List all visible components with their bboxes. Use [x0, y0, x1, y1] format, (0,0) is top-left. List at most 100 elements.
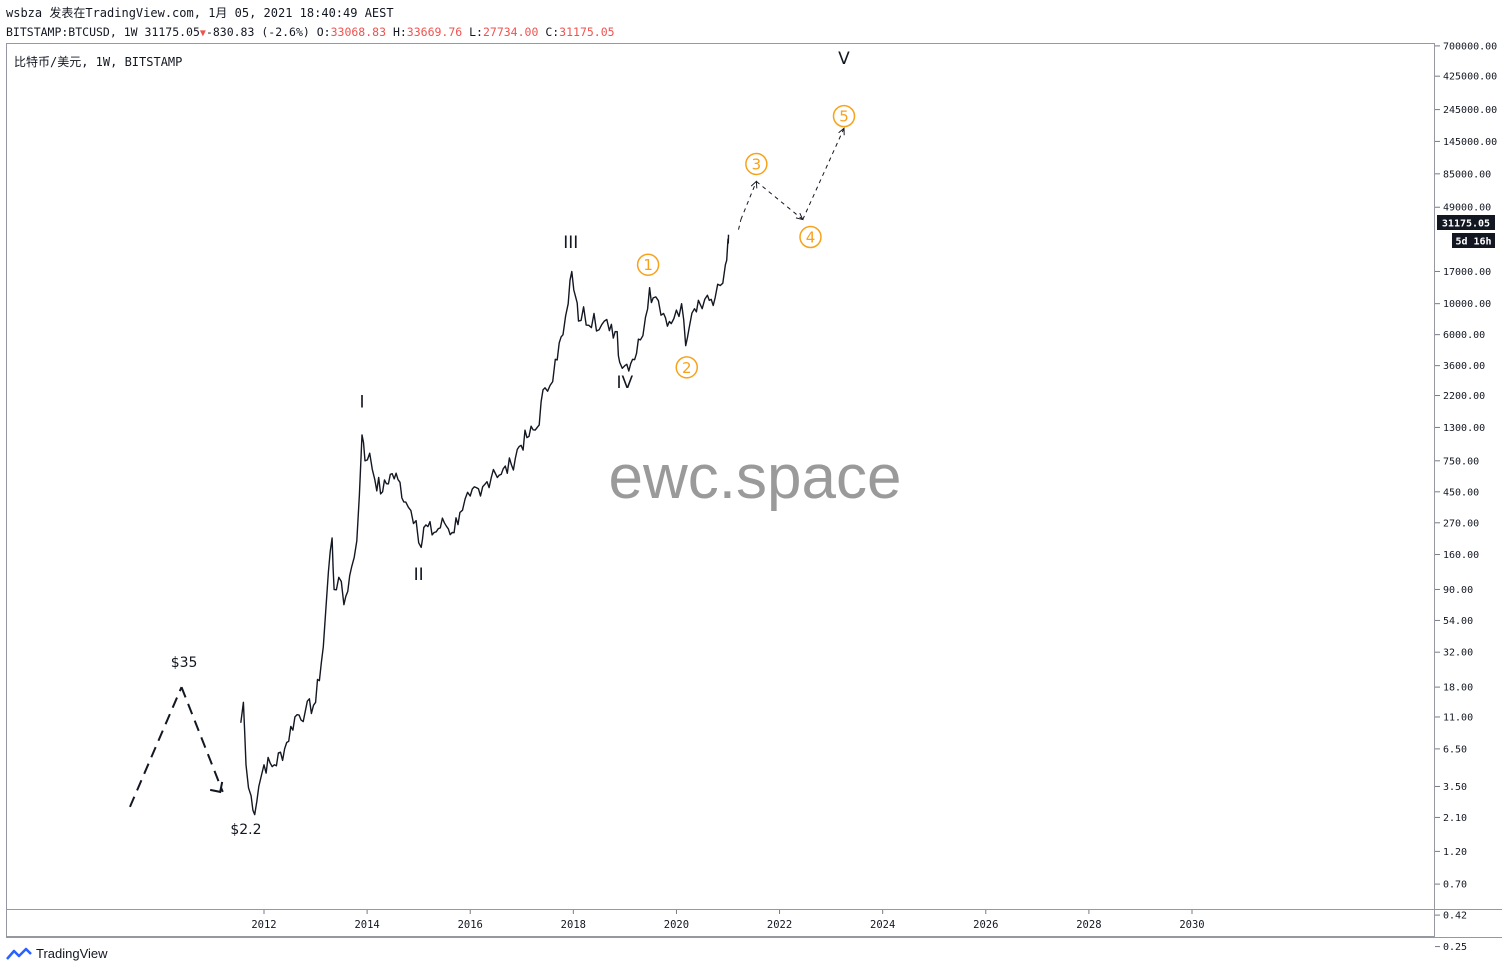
- wave-circle-1: 1: [636, 253, 660, 276]
- pane-title: 比特币/美元, 1W, BITSTAMP: [14, 54, 182, 69]
- projection-path: [129, 127, 845, 808]
- last-price-badge-text: 31175.05: [1442, 219, 1490, 230]
- price-axis[interactable]: 700000.00 425000.00 245000.00 145000.00 8500…: [1435, 41, 1497, 953]
- wave-label-I: I: [359, 393, 364, 413]
- price-tick-label: 0.25: [1443, 942, 1467, 953]
- last-price: 31175.05: [144, 25, 200, 39]
- price-tick-label: 0.70: [1443, 880, 1467, 891]
- wave-circle-4: 4: [799, 225, 822, 249]
- price-tick-label: 85000.00: [1443, 169, 1491, 180]
- projection-arrowhead: [838, 127, 845, 136]
- orange-wave-number: 4: [806, 229, 816, 247]
- tradingview-footer[interactable]: TradingView: [6, 946, 108, 961]
- time-tick-label: 2020: [664, 919, 689, 931]
- price-tick-label: 6000.00: [1443, 330, 1485, 341]
- price-tick-label: 450.00: [1443, 487, 1479, 498]
- time-tick-label: 2026: [973, 919, 998, 931]
- price-tick-label: 3600.00: [1443, 361, 1485, 372]
- pre-history-arrowhead: [209, 781, 224, 794]
- high-value: 33669.76: [406, 25, 463, 39]
- orange-wave-number: 5: [839, 108, 849, 126]
- down-triangle-icon: ▼: [199, 28, 206, 39]
- price-tick-label: 54.00: [1443, 616, 1473, 627]
- countdown-badge-text: 5d 16h: [1455, 237, 1491, 248]
- price-tick-label: 270.00: [1443, 518, 1479, 529]
- price-tick-label: 2.10: [1443, 813, 1467, 824]
- time-tick-label: 2012: [251, 919, 276, 931]
- price-tick-label: 2200.00: [1443, 391, 1485, 402]
- publish-info: wsbza 发表在TradingView.com, 1月 05, 2021 18…: [6, 6, 394, 20]
- price-tick-label: 49000.00: [1443, 203, 1491, 214]
- high-label: H:: [392, 25, 407, 39]
- price-tick-label: 160.00: [1443, 550, 1479, 561]
- time-tick-label: 2028: [1076, 919, 1101, 931]
- time-tick-label: 2014: [354, 919, 379, 931]
- price-change: -830.83: [205, 25, 255, 39]
- orange-wave-circle: [745, 152, 768, 176]
- price-tick-label: 18.00: [1443, 683, 1473, 694]
- wave-label-II: II: [414, 565, 424, 585]
- price-tick-label: 11.00: [1443, 712, 1473, 723]
- time-tick-label: 2030: [1179, 919, 1204, 931]
- price-tick-label: 3.50: [1443, 782, 1467, 793]
- low-label: L:: [469, 25, 483, 39]
- countdown-badge: [1452, 233, 1495, 248]
- footer-brand: TradingView: [36, 946, 108, 961]
- publish-datetime: 1月 05, 2021 18:40:49 AEST: [208, 6, 394, 20]
- btc-price-line: [240, 234, 730, 816]
- price-annotation: $35: [171, 655, 198, 671]
- low-value: 27734.00: [482, 25, 539, 39]
- wave-label-V: V: [838, 49, 850, 69]
- time-tick-label: 2022: [767, 919, 792, 931]
- price-tick-label: 6.50: [1443, 744, 1467, 755]
- close-label: C:: [545, 25, 560, 39]
- projection-segment: [802, 128, 845, 220]
- price-tick-label: 0.42: [1443, 911, 1467, 922]
- published-text: 发表在TradingView.com,: [49, 6, 201, 20]
- price-change-pct: (-2.6%): [261, 25, 310, 39]
- price-tick-label: 1.20: [1443, 847, 1467, 858]
- ohlc-legend: BITSTAMP:BTCUSD, 1W 31175.05▼-830.83 (-2…: [6, 25, 615, 41]
- price-annotation: $2.2: [230, 822, 261, 838]
- time-tick-label: 2018: [561, 919, 586, 931]
- price-tick-label: 32.00: [1443, 648, 1473, 659]
- interval-label: 1W: [123, 25, 138, 39]
- watermark: ewc.space: [609, 443, 902, 512]
- wave-circle-5: 5: [832, 104, 856, 128]
- price-badge: 31175.05 5d 16h: [1437, 215, 1495, 248]
- open-value: 33068.83: [330, 25, 386, 39]
- last-price-badge: [1437, 215, 1495, 230]
- time-tick-label: 2016: [458, 919, 483, 931]
- projection-segment: [756, 181, 804, 220]
- projection-segment: [738, 219, 742, 230]
- time-axis[interactable]: 2012 2014 2016 2018 2020 2022 2024 2026 2028 2030: [251, 910, 1205, 931]
- close-value: 31175.05: [559, 25, 615, 39]
- time-tick-label: 2024: [870, 919, 895, 931]
- wave-label-III: III: [563, 233, 578, 253]
- symbol-label: BITSTAMP:BTCUSD,: [6, 25, 117, 39]
- orange-wave-number: 2: [682, 359, 692, 377]
- wave-label-IV: IV: [617, 373, 634, 393]
- price-tick-label: 425000.00: [1443, 72, 1497, 83]
- pre-history-segment: [180, 686, 224, 793]
- price-tick-label: 90.00: [1443, 585, 1473, 596]
- author-name: wsbza: [6, 6, 43, 20]
- price-series: [240, 234, 730, 816]
- price-tick-label: 145000.00: [1443, 137, 1497, 148]
- open-label: O:: [316, 25, 331, 39]
- orange-wave-circle: [636, 253, 660, 276]
- wave-circle-3: 3: [745, 152, 768, 176]
- price-tick-label: 17000.00: [1443, 267, 1491, 278]
- orange-wave-circle: [799, 225, 822, 249]
- price-tick-label: 1300.00: [1443, 423, 1485, 434]
- tradingview-logo-icon: [6, 947, 32, 960]
- price-tick-label: 245000.00: [1443, 105, 1497, 116]
- orange-wave-number: 3: [752, 155, 762, 173]
- price-tick-label: 750.00: [1443, 456, 1479, 467]
- price-tick-label: 700000.00: [1443, 41, 1497, 52]
- price-tick-label: 10000.00: [1443, 299, 1491, 310]
- projection-segment: [740, 181, 757, 220]
- orange-wave-circle: [675, 356, 699, 379]
